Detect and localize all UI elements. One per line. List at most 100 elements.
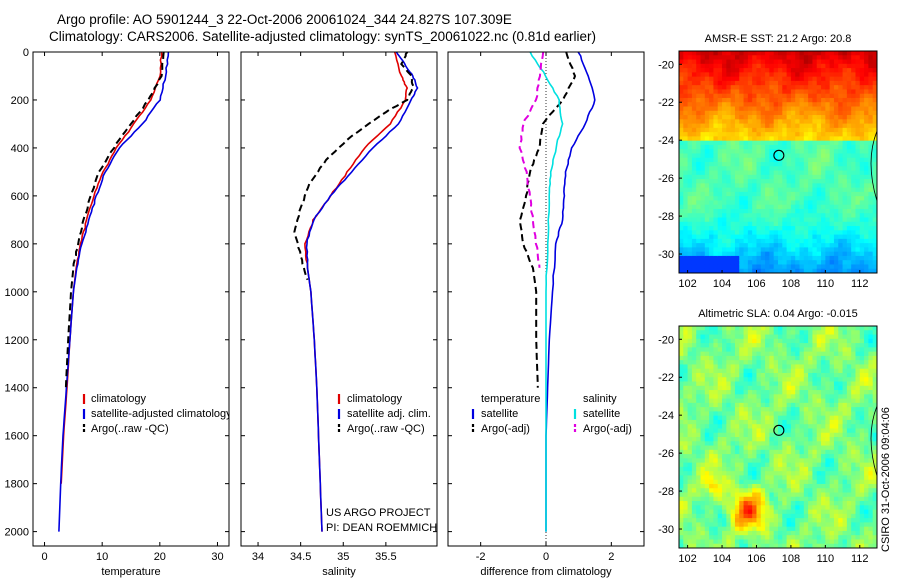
sst-map-cell (838, 115, 844, 120)
sst-map-cell (683, 72, 689, 78)
sst-map-cell (739, 268, 745, 273)
sst-map-cell (786, 106, 792, 112)
sla-map-cell (859, 488, 865, 494)
sst-map-cell (838, 213, 844, 219)
sst-map-cell (864, 136, 869, 142)
sla-map-cell (829, 488, 835, 494)
sla-map-cell (829, 402, 835, 408)
sla-map-cell (778, 441, 783, 447)
sla-map-cell (868, 475, 874, 481)
sst-map-cell (868, 136, 874, 142)
sla-map-cell (713, 458, 719, 464)
sla-map-cell (752, 462, 758, 468)
sla-map-cell (790, 535, 796, 541)
sla-map-cell (704, 398, 710, 404)
sla-map-cell (747, 326, 753, 331)
sla-map-cell (717, 330, 723, 336)
sla-map-cell (795, 364, 801, 370)
sst-map-cell (687, 217, 693, 223)
sst-map-cell (700, 170, 706, 176)
sst-map-cell (683, 162, 689, 167)
sla-map-cell (782, 501, 788, 506)
sla-map-cell (704, 419, 710, 425)
sst-map-cell (734, 234, 740, 240)
sla-map-cell (679, 483, 684, 489)
sla-map-cell (816, 428, 822, 434)
sla-map-cell (747, 471, 753, 477)
sst-map-cell (756, 110, 762, 116)
sst-map-cell (704, 157, 710, 163)
sla-map-cell (864, 419, 869, 425)
sla-map-cell (765, 509, 770, 515)
sst-map-cell (808, 51, 814, 56)
sst-map-cell (799, 230, 805, 236)
sla-map-cell (842, 330, 848, 336)
sst-map-cell (700, 226, 706, 231)
sst-map-cell (726, 136, 732, 142)
sla-map-cell (713, 343, 719, 348)
sst-map-cell (821, 97, 826, 103)
sla-map-cell (872, 462, 877, 468)
sst-map-cell (803, 157, 809, 163)
sst-map-cell (773, 247, 779, 253)
sst-map-cell (756, 106, 762, 112)
sst-map-cell (722, 230, 727, 236)
sst-map-cell (782, 59, 788, 65)
sst-map-cell (829, 162, 835, 167)
sst-map-cell (872, 115, 877, 120)
sst-map-cell (790, 55, 796, 61)
sla-map-cell (765, 462, 770, 468)
sst-map-cell (760, 183, 766, 189)
sla-map-cell (778, 522, 783, 528)
sla-map-cell (803, 343, 809, 348)
sla-map-cell (833, 483, 839, 489)
sst-map-cell (795, 127, 801, 133)
sst-map-cell (756, 144, 762, 150)
sla-map-cell (756, 518, 762, 523)
sst-map-cell (842, 85, 848, 91)
sst-map-cell (696, 208, 702, 214)
sst-map-cell (687, 238, 693, 244)
sla-map-cell (752, 334, 758, 340)
sst-map-cell (773, 110, 779, 116)
sla-map-cell (773, 377, 779, 383)
sst-map-cell (808, 102, 814, 108)
sst-map-cell (790, 238, 796, 244)
sla-map-cell (691, 437, 697, 442)
sst-map-cell (786, 264, 792, 270)
sla-map-cell (691, 415, 697, 421)
sla-map-cell (747, 402, 753, 408)
sst-map-cell (786, 268, 792, 273)
sla-map-cell (700, 496, 706, 502)
sla-map-cell (799, 428, 805, 434)
sst-map-cell (825, 72, 831, 78)
sst-map-cell (769, 68, 775, 73)
sst-map-cell (782, 183, 788, 189)
sla-map-cell (709, 330, 715, 336)
sla-map-cell (769, 415, 775, 421)
sla-map-cell (833, 526, 839, 532)
sla-map-cell (829, 483, 835, 489)
sla-map-cell (846, 441, 852, 447)
sla-map-cell (704, 509, 710, 515)
sst-map-cell (769, 260, 775, 266)
sla-map-cell (752, 390, 758, 395)
sst-map-cell (717, 204, 723, 210)
sst-map-cell (752, 162, 758, 167)
sla-map-cell (734, 385, 740, 391)
sst-map-cell (700, 63, 706, 69)
sst-map-cell (730, 204, 736, 210)
sla-map-cell (778, 483, 783, 489)
sla-map-cell (782, 543, 788, 548)
sst-map-cell (864, 68, 869, 73)
sla-map-cell (838, 513, 844, 519)
sst-map-cell (872, 72, 877, 78)
sst-map-cell (808, 170, 814, 176)
sst-map-cell (696, 243, 702, 248)
sst-map-cell (842, 226, 848, 231)
sst-map-cell (821, 157, 826, 163)
sla-map-cell (773, 360, 779, 366)
sst-map-cell (786, 208, 792, 214)
sla-map-cell (782, 505, 788, 511)
sst-map-cell (790, 51, 796, 56)
